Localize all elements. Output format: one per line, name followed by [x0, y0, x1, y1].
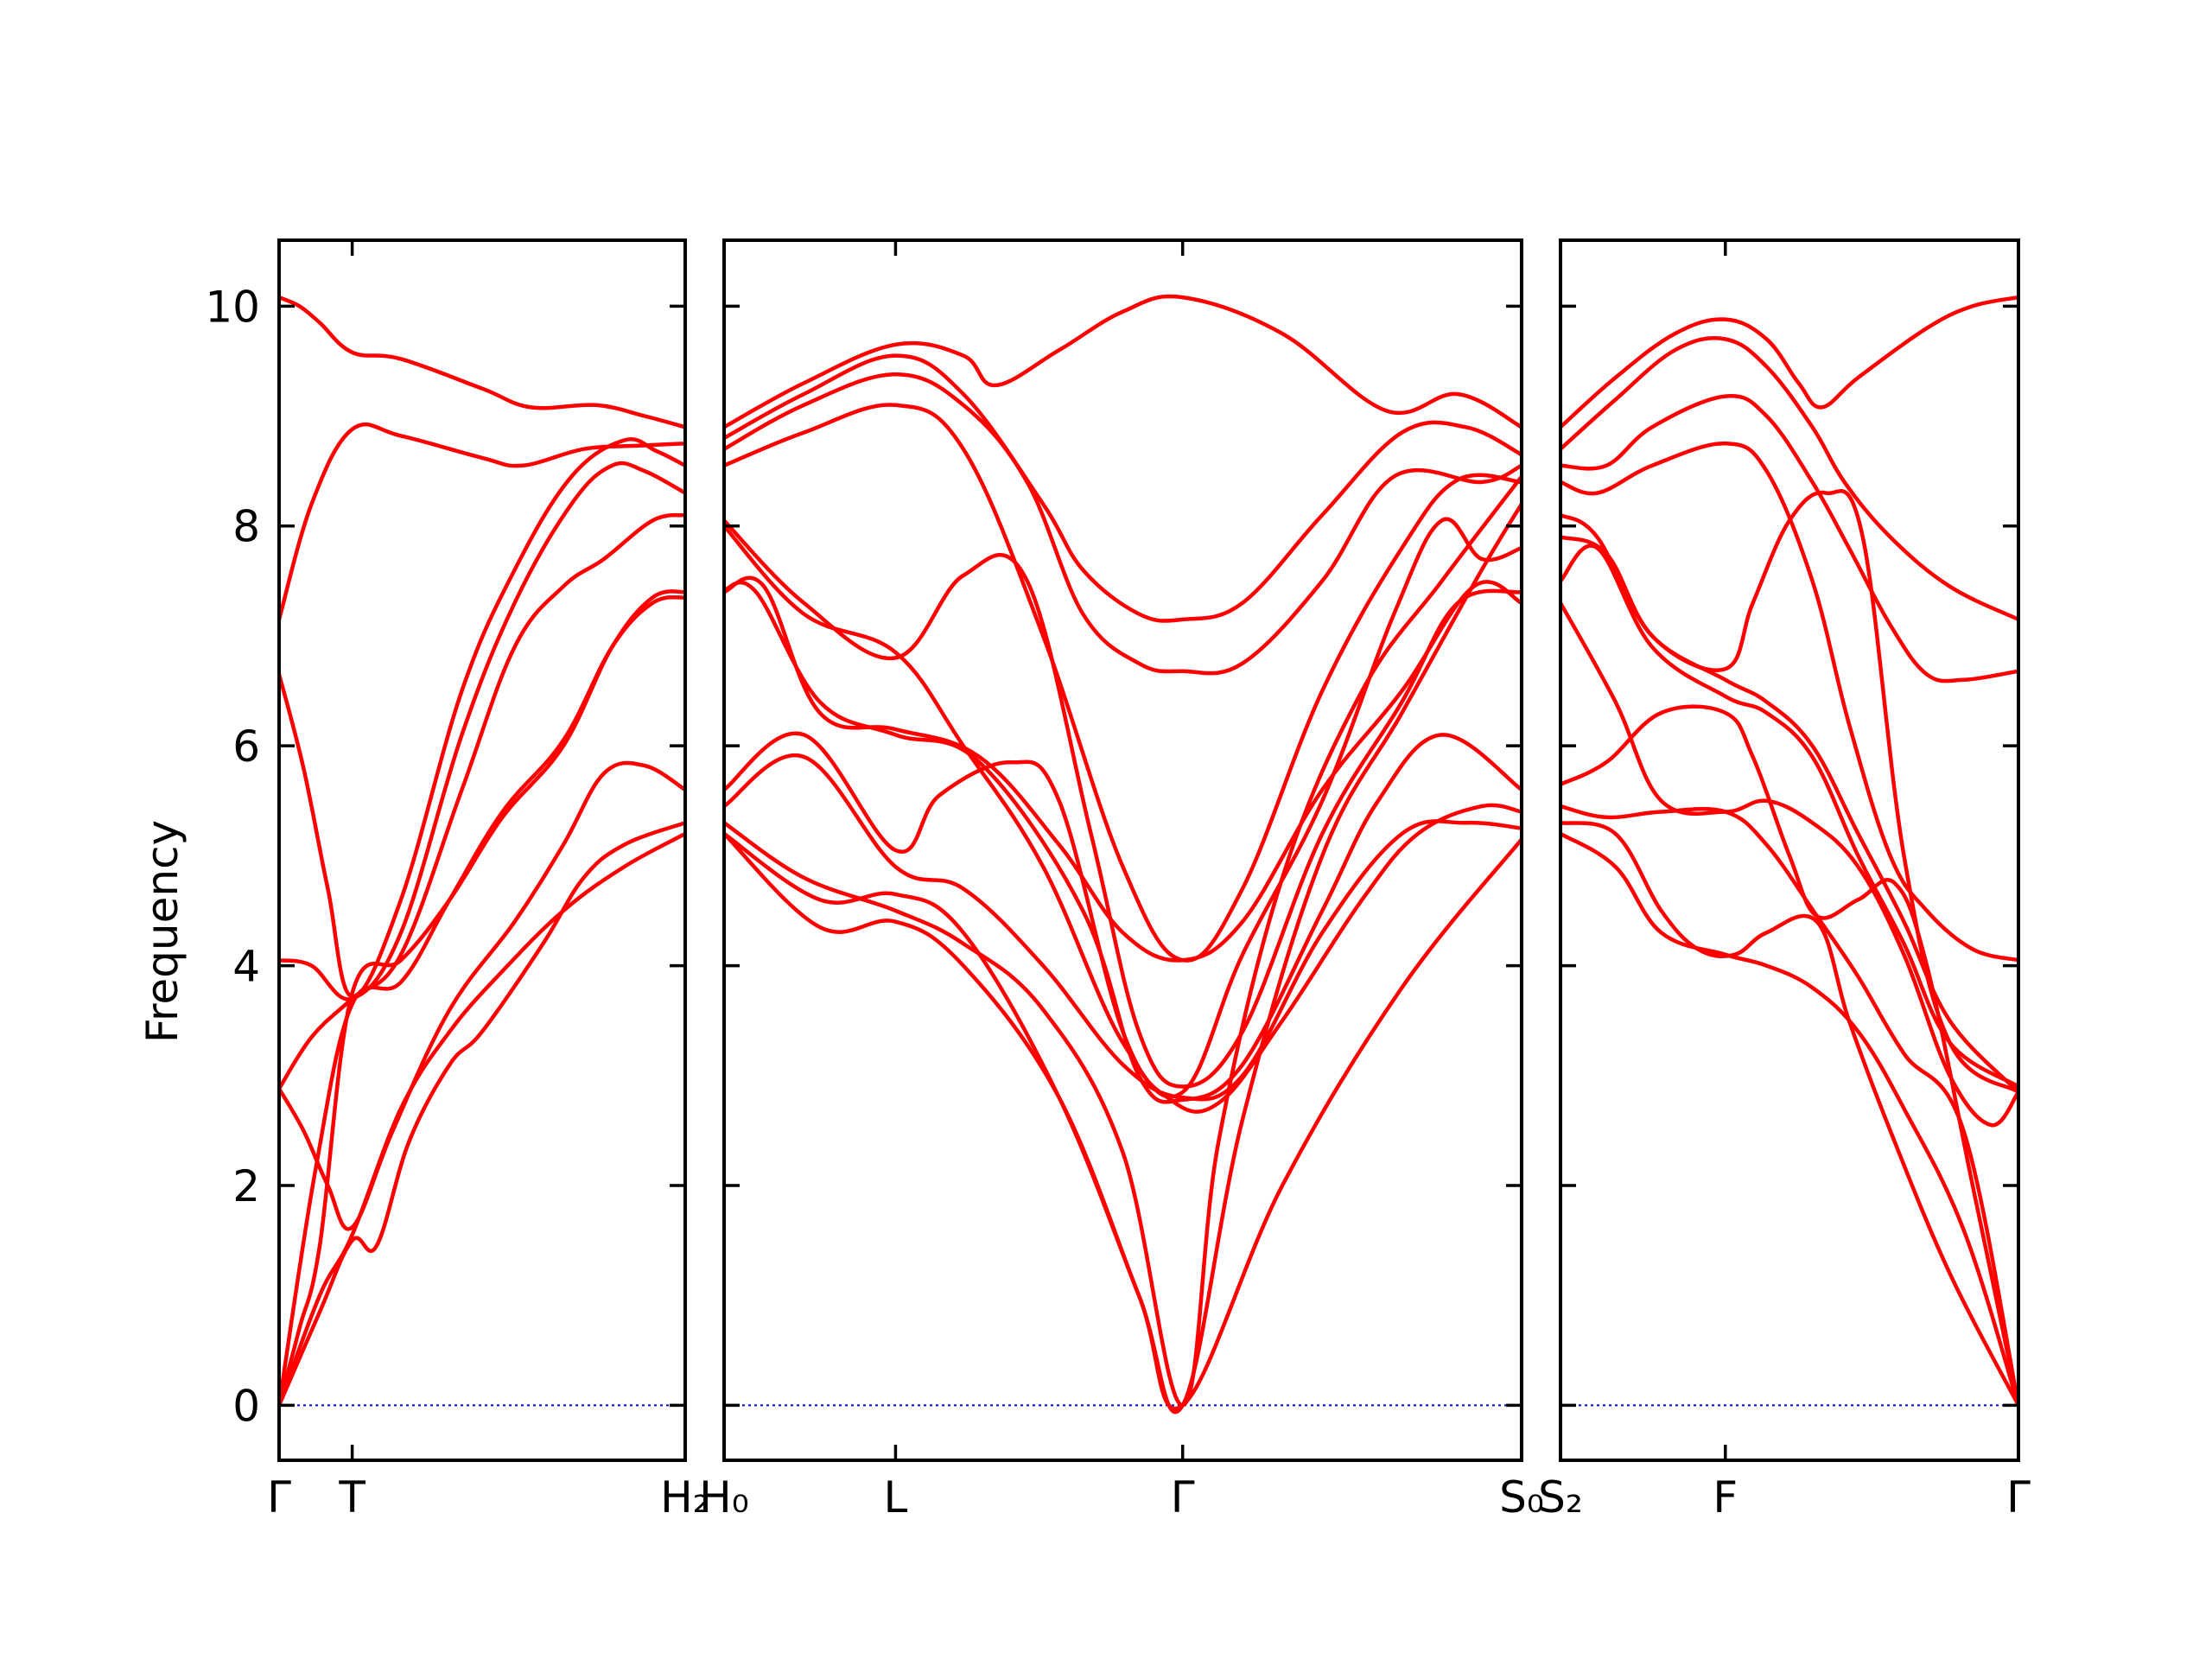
- band-line-12: [724, 502, 1522, 1414]
- bands: [279, 295, 685, 1408]
- panel-1: Γ T H₂: [267, 238, 710, 1522]
- panel-frame: [1559, 238, 2020, 1462]
- panel-2: H₀ L Γ S₀: [699, 238, 1544, 1522]
- panel-frame: [722, 238, 1523, 1462]
- band-line-12: [1560, 831, 2018, 1408]
- x-tick-label-2-3: Γ: [1171, 1472, 1195, 1522]
- bands: [1560, 295, 2018, 1408]
- band-line-9: [279, 594, 685, 1408]
- band-line-1: [279, 295, 685, 429]
- band-line-4: [724, 403, 1522, 963]
- band-line-3: [1560, 393, 2018, 683]
- bands: [724, 294, 1522, 1414]
- band-line-8: [724, 580, 1522, 1104]
- band-line-1: [1560, 295, 2018, 429]
- band-line-10: [724, 753, 1522, 1102]
- band-line-9: [724, 731, 1522, 1114]
- y-axis-label: Frequency: [137, 820, 188, 1043]
- panel-frame: [277, 238, 687, 1462]
- band-line-4: [1560, 442, 2018, 963]
- x-tick-label-2-4: S₀: [1499, 1472, 1544, 1522]
- y-tick-label-4: 4: [232, 942, 260, 992]
- band-line-5: [1560, 488, 2018, 1095]
- x-tick-label-1-1: Γ: [267, 1472, 291, 1522]
- band-line-10: [279, 831, 685, 1408]
- band-line-10: [1560, 804, 2018, 1408]
- panel-3: S₂ F Γ: [1538, 238, 2031, 1522]
- band-line-3: [724, 372, 1522, 676]
- y-tick-label-10: 10: [205, 282, 260, 332]
- band-line-7: [279, 820, 685, 1408]
- band-line-3: [279, 437, 685, 999]
- band-line-2: [279, 422, 685, 622]
- band-line-11: [724, 831, 1522, 1411]
- band-line-6: [724, 517, 1522, 1099]
- band-line-4: [279, 461, 685, 1001]
- x-tick-label-3-1: S₂: [1538, 1472, 1583, 1522]
- x-tick-label-2-1: H₀: [699, 1472, 749, 1522]
- y-tick-label-6: 6: [232, 721, 260, 772]
- band-line-5: [279, 512, 685, 1091]
- y-axis: 0 2 4 6 8 10: [205, 282, 260, 1431]
- band-line-7: [724, 575, 1522, 963]
- y-tick-label-0: 0: [232, 1381, 260, 1431]
- y-tick-label-2: 2: [232, 1161, 260, 1211]
- band-line-13: [724, 474, 1522, 1408]
- y-tick-label-8: 8: [232, 502, 260, 552]
- band-line-2: [1560, 336, 2018, 622]
- band-line-7: [1560, 543, 2018, 1089]
- x-tick-label-3-3: Γ: [2006, 1472, 2031, 1522]
- band-line-1: [724, 294, 1522, 429]
- band-line-11: [1560, 820, 2018, 1408]
- x-tick-label-1-2: T: [338, 1472, 365, 1522]
- x-tick-label-1-3: H₂: [660, 1472, 710, 1522]
- x-tick-label-3-2: F: [1713, 1472, 1738, 1522]
- x-tick-label-2-2: L: [884, 1472, 908, 1522]
- band-line-2: [724, 353, 1522, 623]
- band-line-9: [1560, 704, 2018, 1408]
